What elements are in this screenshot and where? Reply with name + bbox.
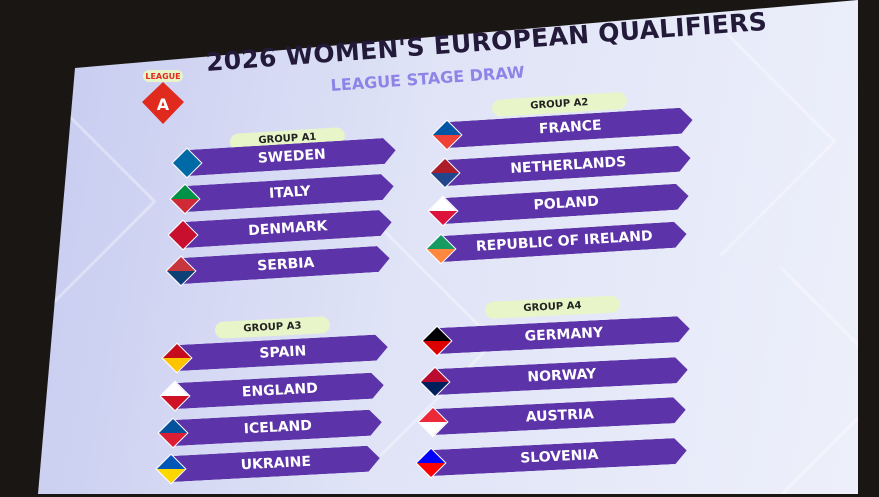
background-chevron (606, 26, 837, 257)
background-chevron (38, 86, 157, 317)
background-chevron (666, 266, 858, 494)
svg-text:LEAGUE: LEAGUE (145, 72, 180, 81)
league-a-logo: LEAGUE A (142, 70, 184, 124)
svg-text:A: A (157, 95, 170, 114)
